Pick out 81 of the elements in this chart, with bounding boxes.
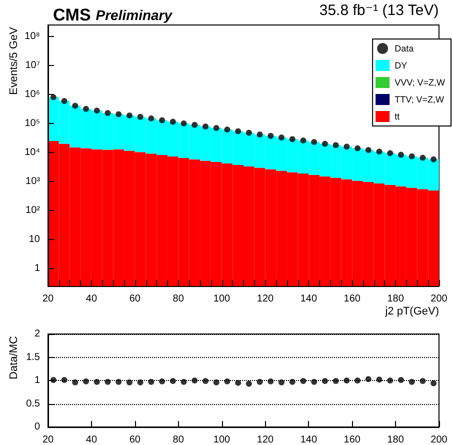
x-tick-label: 160 <box>344 294 361 304</box>
x-tick-label: 120 <box>256 294 274 304</box>
point <box>72 102 78 109</box>
point <box>300 138 306 144</box>
y-tick-label: 10² <box>26 205 41 216</box>
point <box>83 106 90 112</box>
y-tick-label: 10⁶ <box>24 89 40 100</box>
point <box>180 120 187 126</box>
legend-label: DY <box>394 60 408 70</box>
point <box>148 115 154 122</box>
y-tick-label: 10⁸ <box>24 31 40 42</box>
point <box>398 152 404 158</box>
x-tick-label: 180 <box>387 294 404 304</box>
point <box>344 144 350 150</box>
point <box>246 130 252 136</box>
x-tick-label: 100 <box>213 294 231 304</box>
y-tick-label: 1.5 <box>26 352 40 363</box>
legend-label: Data <box>394 44 414 54</box>
y-tick-label: 1 <box>34 375 40 386</box>
point <box>126 112 132 118</box>
y-tick-label: 0 <box>34 422 40 432</box>
x-tick-label: 100 <box>213 434 231 445</box>
y-axis-title: Events/5 GeV <box>8 26 20 95</box>
point <box>332 142 339 148</box>
point <box>354 145 361 152</box>
point <box>170 118 176 125</box>
x-tick-label: 200 <box>430 434 448 445</box>
point <box>224 126 230 133</box>
x-tick-label: 180 <box>387 434 404 445</box>
x-tick-label: 20 <box>42 434 54 445</box>
x-tick-label: 140 <box>300 434 318 445</box>
y-axis-title: Data/MC <box>8 336 20 380</box>
x-tick-label: 60 <box>129 434 141 445</box>
text: 35.8 fb⁻¹ (13 TeV) <box>319 2 439 19</box>
x-tick-label: 200 <box>430 294 448 304</box>
x-tick-label: 120 <box>256 434 274 445</box>
x-tick-label: 40 <box>86 434 98 445</box>
legend-label: tt <box>394 112 400 122</box>
point <box>430 156 437 162</box>
point <box>408 153 415 160</box>
point <box>256 131 263 138</box>
point <box>116 111 122 118</box>
y-tick-label: 1 <box>34 263 40 274</box>
legend-label: VVV; V=Z,W <box>394 78 446 88</box>
point <box>420 154 426 161</box>
point <box>322 140 328 147</box>
x-tick-label: 80 <box>172 434 184 445</box>
y-tick-label: 10 <box>28 234 40 246</box>
x-tick-label: 40 <box>86 294 98 304</box>
point <box>376 148 382 155</box>
x-tick-label: 20 <box>42 294 54 304</box>
y-tick-label: 0.5 <box>26 398 40 410</box>
chart-subtitle: Preliminary <box>96 7 174 23</box>
y-tick-label: 10³ <box>26 176 41 188</box>
point <box>61 98 68 104</box>
point <box>202 124 208 130</box>
point <box>278 134 285 140</box>
y-tick-label: 10⁴ <box>24 147 40 158</box>
point <box>159 117 166 124</box>
x-axis-title: j2 pT(GeV) <box>384 306 440 318</box>
point <box>268 132 274 139</box>
point <box>50 94 56 100</box>
point <box>365 147 372 154</box>
x-tick-label: 80 <box>172 294 184 304</box>
point <box>213 125 220 132</box>
y-tick-label: 10⁷ <box>25 60 40 72</box>
y-tick-label: 10⁵ <box>24 118 40 130</box>
point <box>104 110 111 116</box>
x-tick-label: 160 <box>344 434 361 445</box>
point <box>235 128 242 134</box>
point <box>289 136 296 142</box>
point <box>311 139 318 146</box>
x-tick-label: 60 <box>129 294 141 304</box>
point <box>192 122 198 128</box>
point <box>137 114 144 120</box>
point <box>94 108 100 114</box>
legend-label: TTV; V=Z,W <box>394 94 444 104</box>
chart-title: CMS <box>53 6 91 24</box>
x-tick-label: 140 <box>300 294 318 304</box>
y-tick-label: 2 <box>34 328 40 340</box>
point <box>387 150 394 156</box>
